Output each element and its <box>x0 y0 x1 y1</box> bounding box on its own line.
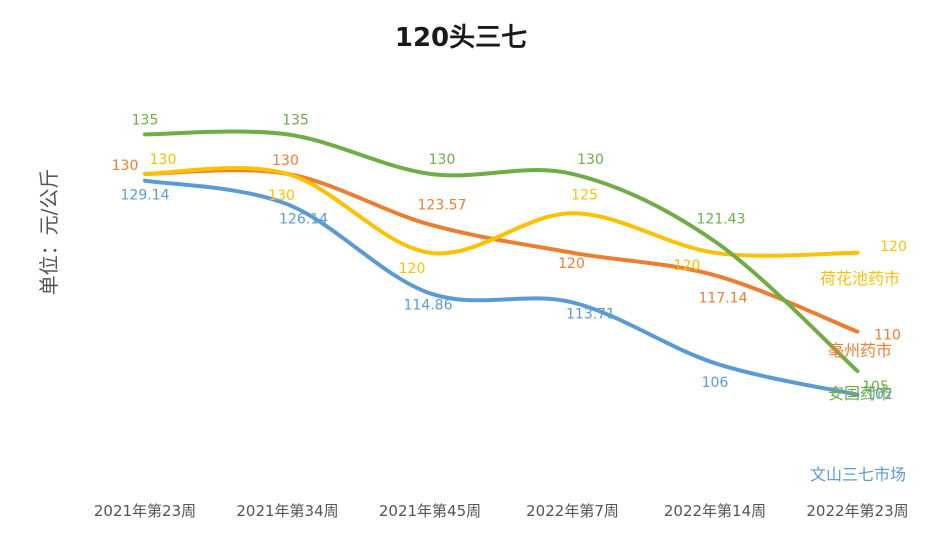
data-label: 117.14 <box>699 290 748 306</box>
data-label: 135 <box>282 112 309 128</box>
x-tick-label: 2021年第23周 <box>94 502 196 520</box>
x-tick-label: 2022年第7周 <box>526 502 619 520</box>
data-label: 120 <box>674 258 701 274</box>
y-axis-label: 单位：元/公斤 <box>37 169 61 296</box>
data-label: 135 <box>132 112 159 128</box>
x-tick-label: 2021年第45周 <box>379 502 481 520</box>
x-axis-ticks: 2021年第23周 2021年第34周 2021年第45周 2022年第7周 2022年… <box>94 502 909 520</box>
series-line-anguo <box>143 129 860 374</box>
data-label: 106 <box>702 375 729 391</box>
x-tick-label: 2022年第23周 <box>806 502 908 520</box>
data-label: 130 <box>272 153 299 169</box>
data-label: 130 <box>268 188 295 204</box>
x-tick-label: 2021年第34周 <box>236 502 338 520</box>
data-labels: 135 135 130 130 121.43 105 130 130 120 125 120 120 1… <box>112 112 907 402</box>
data-label: 130 <box>112 158 139 174</box>
chart-title: 120头三七 <box>395 23 527 53</box>
data-label: 130 <box>429 152 456 168</box>
data-label: 123.57 <box>418 198 467 214</box>
series-label-wenshan: 文山三七市场 <box>810 465 906 484</box>
data-label: 110 <box>874 328 901 344</box>
series-label-anguo: 安国药市 <box>828 384 892 403</box>
data-label: 120 <box>880 239 907 255</box>
data-label: 130 <box>150 152 177 168</box>
data-label: 121.43 <box>697 211 746 227</box>
data-label: 102 <box>866 387 893 403</box>
data-label: 105 <box>862 379 889 395</box>
data-label: 120 <box>558 256 585 272</box>
x-tick-label: 2022年第14周 <box>664 502 766 520</box>
series-line-hehuachi <box>143 166 860 258</box>
series-line-wenshan <box>143 178 860 397</box>
data-label: 120 <box>399 261 426 277</box>
series-label-hehuachi: 荷花池药市 <box>820 269 900 288</box>
data-label: 125 <box>571 187 598 203</box>
data-label: 126.14 <box>279 211 328 227</box>
data-label: 114.86 <box>404 297 453 313</box>
series-lines <box>143 129 860 397</box>
data-label: 113.71 <box>566 306 615 322</box>
data-label: 129.14 <box>121 188 170 204</box>
data-label: 130 <box>577 152 604 168</box>
series-label-bozhou: 亳州药市 <box>828 341 892 360</box>
